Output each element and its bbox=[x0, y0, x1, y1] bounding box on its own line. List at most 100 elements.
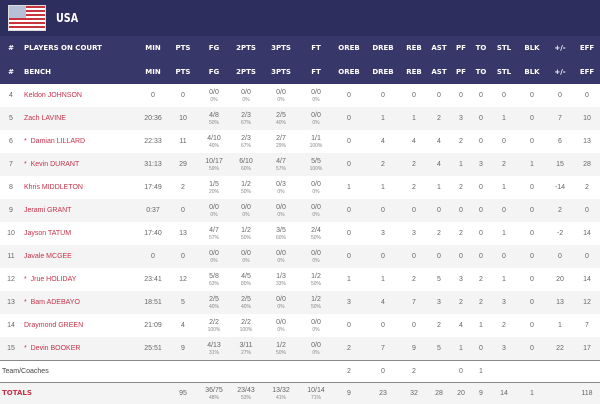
column-header: AST bbox=[428, 60, 450, 84]
3pts-percent: 0% bbox=[277, 258, 285, 264]
2pts-cell: 0/0 0% bbox=[230, 199, 262, 222]
fg-made-attempted: 36/75 bbox=[205, 386, 223, 394]
reb-cell: 0 bbox=[400, 199, 428, 222]
2pts-cell: 0/0 0% bbox=[230, 245, 262, 268]
player-name-cell: Jayson TATUM bbox=[22, 222, 138, 245]
column-header: # bbox=[0, 60, 22, 84]
fg-cell: 10/17 59% bbox=[198, 153, 230, 176]
player-name-link[interactable]: Khris MIDDLETON bbox=[24, 184, 83, 191]
3pts-cell: 2/7 29% bbox=[262, 130, 300, 153]
fg-cell: 2/2 100% bbox=[198, 314, 230, 337]
player-name-link[interactable]: Draymond GREEN bbox=[24, 322, 84, 329]
fg-cell: 0/0 0% bbox=[198, 199, 230, 222]
ft-percent: 0% bbox=[312, 189, 320, 195]
blk-cell: 0 bbox=[518, 337, 546, 360]
ft-percent: 50% bbox=[310, 235, 321, 241]
jersey-number: 6 bbox=[0, 130, 22, 153]
player-name-link[interactable]: Zach LAVINE bbox=[24, 115, 66, 122]
3pts-made-attempted: 0/0 bbox=[276, 296, 286, 303]
oreb-cell: 0 bbox=[332, 199, 366, 222]
3pts-percent: 0% bbox=[277, 304, 285, 310]
player-name-link[interactable]: Damian LILLARD bbox=[30, 138, 86, 145]
player-name-link[interactable]: Bam ADEBAYO bbox=[30, 299, 80, 306]
player-name-link[interactable]: Javale MCGEE bbox=[24, 253, 72, 260]
2pts-cell: 6/10 60% bbox=[230, 153, 262, 176]
pf-cell: 0 bbox=[450, 359, 472, 382]
eff-cell: 10 bbox=[574, 107, 600, 130]
player-name-link[interactable]: Kevin DURANT bbox=[30, 161, 80, 168]
fg-percent: 48% bbox=[208, 394, 219, 401]
3pts-cell: 1/2 50% bbox=[262, 337, 300, 360]
column-header: REB bbox=[400, 60, 428, 84]
blk-cell: 0 bbox=[518, 176, 546, 199]
ft-cell: 0/0 0% bbox=[300, 245, 332, 268]
player-name-link[interactable]: Jrue HOLIDAY bbox=[30, 276, 77, 283]
ast-cell: 2 bbox=[428, 222, 450, 245]
2pts-cell: 2/5 40% bbox=[230, 291, 262, 314]
3pts-cell: 0/3 0% bbox=[262, 176, 300, 199]
3pts-made-attempted: 2/7 bbox=[276, 135, 286, 142]
2pts-made-attempted: 2/3 bbox=[241, 112, 251, 119]
jersey-number: 5 bbox=[0, 107, 22, 130]
blk-cell: 0 bbox=[518, 245, 546, 268]
points-cell: 13 bbox=[168, 222, 198, 245]
column-header: PF bbox=[450, 36, 472, 60]
ft-cell: 0/0 0% bbox=[300, 176, 332, 199]
plus-minus-cell: 6 bbox=[546, 130, 574, 153]
pf-cell: 3 bbox=[450, 107, 472, 130]
eff-cell: 14 bbox=[574, 222, 600, 245]
3pts-made-attempted: 0/0 bbox=[276, 319, 286, 326]
ft-made-attempted: 1/1 bbox=[311, 135, 321, 142]
ast-cell: 2 bbox=[428, 107, 450, 130]
player-row: 5 Zach LAVINE 20:36 10 4/8 50% 2/3 67% 2/5 40… bbox=[0, 107, 600, 130]
dreb-cell: 0 bbox=[366, 199, 400, 222]
pf-cell: 2 bbox=[450, 176, 472, 199]
blk-cell: 0 bbox=[518, 222, 546, 245]
ft-percent: 0% bbox=[312, 349, 320, 356]
stl-cell: 0 bbox=[490, 199, 518, 222]
ft-percent: 50% bbox=[310, 304, 321, 310]
column-header: +/- bbox=[546, 60, 574, 84]
dreb-cell: 2 bbox=[366, 153, 400, 176]
2pts-cell: 1/2 50% bbox=[230, 222, 262, 245]
2pts-made-attempted: 4/5 bbox=[241, 273, 251, 280]
oreb-cell: 0 bbox=[332, 222, 366, 245]
reb-cell: 4 bbox=[400, 130, 428, 153]
2pts-percent: 0% bbox=[242, 97, 250, 103]
fg-made-attempted: 2/5 bbox=[209, 296, 219, 303]
us-flag-icon bbox=[8, 5, 46, 31]
ft-percent: 0% bbox=[312, 120, 320, 126]
eff-cell: 14 bbox=[574, 268, 600, 291]
fg-made-attempted: 10/17 bbox=[205, 158, 223, 165]
eff-cell: 2 bbox=[574, 176, 600, 199]
oreb-cell: 2 bbox=[332, 337, 366, 360]
ft-made-attempted: 0/0 bbox=[311, 89, 321, 96]
player-name-link[interactable]: Keldon JOHNSON bbox=[24, 92, 82, 99]
ft-percent: 0% bbox=[312, 97, 320, 103]
jersey-number: 10 bbox=[0, 222, 22, 245]
player-name-link[interactable]: Devin BOOKER bbox=[30, 344, 81, 352]
blk-cell: 0 bbox=[518, 314, 546, 337]
2pts-percent: 0% bbox=[242, 258, 250, 264]
player-name-link[interactable]: Jayson TATUM bbox=[24, 230, 72, 237]
player-row: 10 Jayson TATUM 17:40 13 4/7 57% 1/2 50% 3/5… bbox=[0, 222, 600, 245]
dreb-cell: 0 bbox=[366, 359, 400, 382]
starter-marker: * bbox=[24, 344, 27, 352]
eff-cell: 0 bbox=[574, 245, 600, 268]
eff-cell: 0 bbox=[574, 84, 600, 107]
ft-made-attempted: 10/14 bbox=[307, 386, 325, 394]
minutes-cell: 20:36 bbox=[138, 107, 168, 130]
player-name-link[interactable]: Jerami GRANT bbox=[24, 207, 72, 214]
jersey-number: 4 bbox=[0, 84, 22, 107]
minutes-cell: 18:51 bbox=[138, 291, 168, 314]
oreb-cell: 0 bbox=[332, 107, 366, 130]
totals-label: TOTALS bbox=[0, 381, 138, 404]
eff-cell: 13 bbox=[574, 130, 600, 153]
pf-cell: 1 bbox=[450, 337, 472, 360]
reb-cell: 0 bbox=[400, 245, 428, 268]
column-header: PTS bbox=[168, 60, 198, 84]
fg-made-attempted: 1/5 bbox=[209, 181, 219, 188]
3pts-made-attempted: 1/2 bbox=[276, 341, 286, 349]
2pts-made-attempted: 0/0 bbox=[241, 250, 251, 257]
2pts-percent: 27% bbox=[240, 349, 251, 356]
